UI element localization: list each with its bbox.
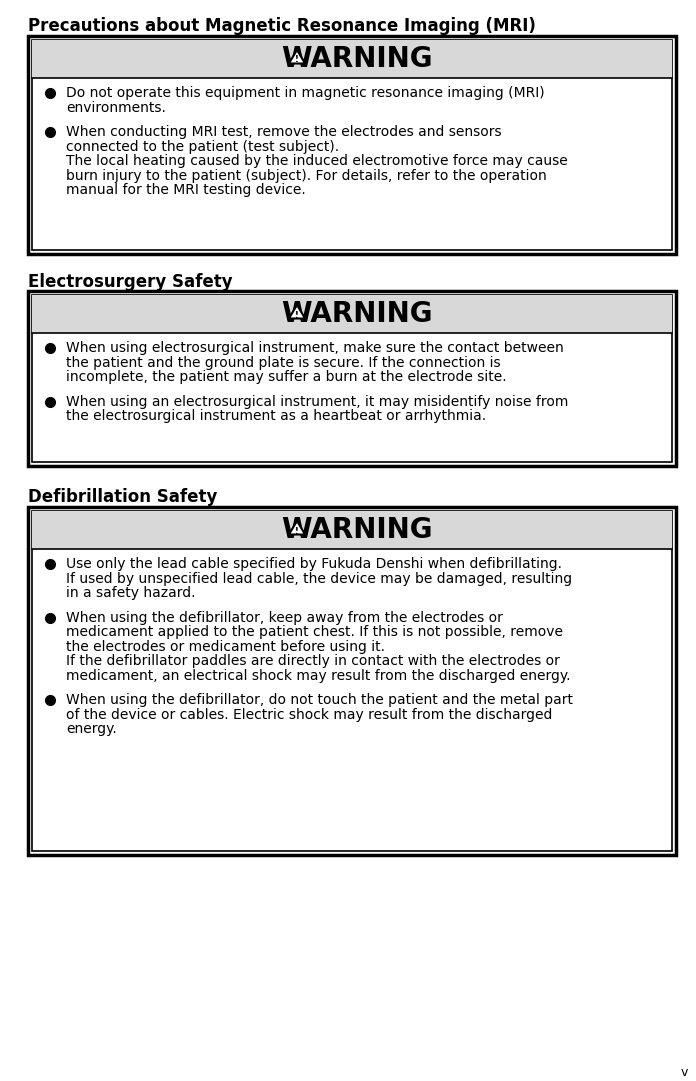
Text: medicament, an electrical shock may result from the discharged energy.: medicament, an electrical shock may resu… xyxy=(66,669,571,683)
Polygon shape xyxy=(289,305,305,319)
Text: energy.: energy. xyxy=(66,722,117,736)
Text: If the defibrillator paddles are directly in contact with the electrodes or: If the defibrillator paddles are directl… xyxy=(66,654,560,668)
Text: the patient and the ground plate is secure. If the connection is: the patient and the ground plate is secu… xyxy=(66,356,500,370)
Text: !: ! xyxy=(295,310,299,320)
Bar xyxy=(32,511,672,851)
Bar xyxy=(32,40,672,250)
Text: of the device or cables. Electric shock may result from the discharged: of the device or cables. Electric shock … xyxy=(66,708,553,722)
Bar xyxy=(32,40,672,78)
Text: When conducting MRI test, remove the electrodes and sensors: When conducting MRI test, remove the ele… xyxy=(66,125,502,139)
Text: the electrodes or medicament before using it.: the electrodes or medicament before usin… xyxy=(66,640,385,654)
Bar xyxy=(32,295,672,333)
Text: connected to the patient (test subject).: connected to the patient (test subject). xyxy=(66,139,339,154)
Text: WARNING: WARNING xyxy=(281,45,433,74)
Text: Do not operate this equipment in magnetic resonance imaging (MRI): Do not operate this equipment in magneti… xyxy=(66,86,545,101)
Text: burn injury to the patient (subject). For details, refer to the operation: burn injury to the patient (subject). Fo… xyxy=(66,169,547,183)
Text: WARNING: WARNING xyxy=(281,301,433,328)
Bar xyxy=(28,291,676,466)
Text: Precautions about Magnetic Resonance Imaging (MRI): Precautions about Magnetic Resonance Ima… xyxy=(28,17,536,35)
Text: incomplete, the patient may suffer a burn at the electrode site.: incomplete, the patient may suffer a bur… xyxy=(66,371,507,384)
Polygon shape xyxy=(289,50,305,64)
Bar xyxy=(32,295,672,462)
Text: environments.: environments. xyxy=(66,101,166,115)
Text: in a safety hazard.: in a safety hazard. xyxy=(66,586,196,600)
Text: When using electrosurgical instrument, make sure the contact between: When using electrosurgical instrument, m… xyxy=(66,342,564,356)
Text: medicament applied to the patient chest. If this is not possible, remove: medicament applied to the patient chest.… xyxy=(66,625,563,639)
Bar xyxy=(28,507,676,855)
Text: When using an electrosurgical instrument, it may misidentify noise from: When using an electrosurgical instrument… xyxy=(66,395,569,409)
Text: !: ! xyxy=(295,55,299,65)
Text: WARNING: WARNING xyxy=(281,516,433,544)
Text: The local heating caused by the induced electromotive force may cause: The local heating caused by the induced … xyxy=(66,155,568,169)
Polygon shape xyxy=(289,521,305,534)
Text: If used by unspecified lead cable, the device may be damaged, resulting: If used by unspecified lead cable, the d… xyxy=(66,572,572,586)
Text: the electrosurgical instrument as a heartbeat or arrhythmia.: the electrosurgical instrument as a hear… xyxy=(66,410,486,424)
Text: !: ! xyxy=(295,526,299,535)
Bar xyxy=(32,511,672,549)
Bar xyxy=(28,36,676,254)
Text: When using the defibrillator, do not touch the patient and the metal part: When using the defibrillator, do not tou… xyxy=(66,693,573,707)
Text: Defibrillation Safety: Defibrillation Safety xyxy=(28,488,217,506)
Text: Electrosurgery Safety: Electrosurgery Safety xyxy=(28,273,232,291)
Text: manual for the MRI testing device.: manual for the MRI testing device. xyxy=(66,184,306,197)
Text: When using the defibrillator, keep away from the electrodes or: When using the defibrillator, keep away … xyxy=(66,611,503,625)
Text: v: v xyxy=(681,1066,688,1079)
Text: Use only the lead cable specified by Fukuda Denshi when defibrillating.: Use only the lead cable specified by Fuk… xyxy=(66,557,562,571)
